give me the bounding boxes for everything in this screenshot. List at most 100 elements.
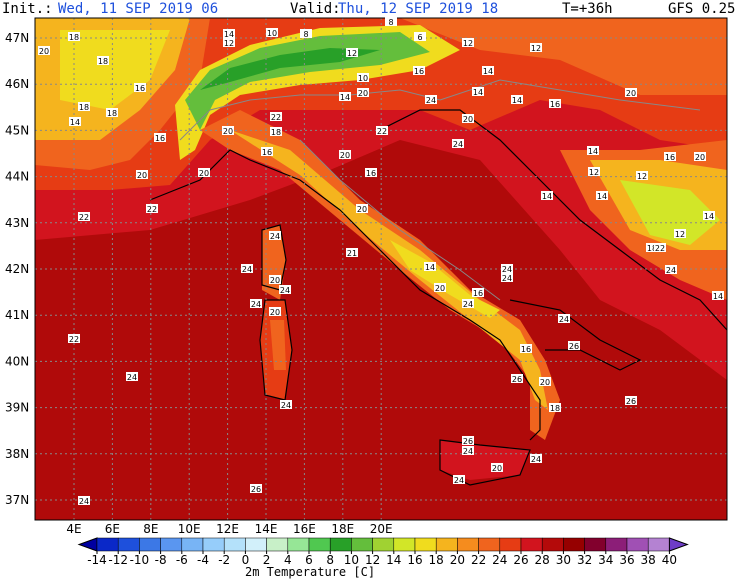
station-value: 14 <box>340 93 350 102</box>
station-box <box>625 396 637 405</box>
station-box <box>511 95 523 104</box>
lon-label: 6E <box>105 522 120 536</box>
colorbar-box <box>160 537 183 552</box>
station-box <box>636 171 648 180</box>
colorbar-tick-label: -8 <box>155 553 167 567</box>
colorbar-box <box>499 537 522 552</box>
station-value: 20 <box>540 378 550 387</box>
station-box <box>280 400 292 409</box>
colorbar-box <box>563 537 585 552</box>
station-box <box>241 264 253 273</box>
colorbar-box <box>435 537 458 552</box>
station-value: 24 <box>270 232 280 241</box>
station-box <box>558 314 570 323</box>
lon-label: 8E <box>143 522 158 536</box>
station-box <box>346 48 358 57</box>
colorbar-tick-label: 12 <box>365 553 380 567</box>
station-box <box>462 299 474 308</box>
station-box <box>462 446 474 455</box>
lon-label: 10E <box>178 522 201 536</box>
station-value: 24 <box>502 274 512 283</box>
station-value: 24 <box>453 140 463 149</box>
station-box <box>261 147 273 156</box>
station-value: 20 <box>463 115 473 124</box>
station-box <box>97 56 109 65</box>
station-box <box>462 436 474 445</box>
station-box <box>654 243 666 252</box>
station-value: 14 <box>704 212 714 221</box>
station-value: 20 <box>492 464 502 473</box>
station-value: 14 <box>512 96 522 105</box>
station-value: 24 <box>242 265 252 274</box>
station-value: 24 <box>531 455 541 464</box>
station-value: 20 <box>695 153 705 162</box>
station-value: 22 <box>271 113 281 122</box>
station-box <box>520 344 532 353</box>
station-box <box>530 43 542 52</box>
colorbar-box <box>457 537 479 552</box>
station-value: 20 <box>435 284 445 293</box>
station-box <box>269 231 281 240</box>
station-value: 14 <box>542 192 552 201</box>
station-value: 10 <box>358 74 368 83</box>
lon-label: 18E <box>331 522 354 536</box>
lon-label: 12E <box>216 522 239 536</box>
lon-label: 20E <box>370 522 393 536</box>
station-value: 16 <box>414 67 424 76</box>
station-value: 12 <box>531 44 541 53</box>
colorbar-box <box>541 537 564 552</box>
station-box <box>596 191 608 200</box>
init-label: Init.: <box>2 1 53 17</box>
station-value: 24 <box>666 266 676 275</box>
lon-label: 14E <box>255 522 278 536</box>
station-box <box>674 229 686 238</box>
station-box <box>703 211 715 220</box>
colorbar-tick-label: 36 <box>619 553 634 567</box>
station-value: 22 <box>147 205 157 214</box>
station-box <box>501 264 513 273</box>
station-value: 8 <box>388 18 393 27</box>
station-value: 16 <box>550 100 560 109</box>
colorbar-box <box>96 537 119 552</box>
borders <box>179 79 701 301</box>
colorbar-box <box>287 537 310 552</box>
station-box <box>462 38 474 47</box>
station-box <box>625 88 637 97</box>
colorbar-tick-label: -12 <box>108 553 128 567</box>
station-box <box>266 28 278 37</box>
colorbar-tick-label: 28 <box>535 553 550 567</box>
colorbar-high <box>668 537 689 552</box>
station-box <box>357 73 369 82</box>
colorbar-tick-label: 24 <box>492 553 507 567</box>
colorbar-box <box>139 537 161 552</box>
station-value: 24 <box>251 300 261 309</box>
station-value: 22 <box>79 213 89 222</box>
station-box <box>357 88 369 97</box>
station-value: 16 <box>262 148 272 157</box>
station-box <box>549 403 561 412</box>
colorbar-tick-label: 10 <box>344 553 359 567</box>
station-value: 18 <box>107 109 117 118</box>
station-labels: 1820181618141816202222222424262424242024… <box>38 17 724 506</box>
station-box <box>69 117 81 126</box>
lat-label: 40N <box>5 354 29 368</box>
station-value: 20 <box>270 276 280 285</box>
station-value: 20 <box>270 308 280 317</box>
station-value: 16 <box>135 84 145 93</box>
station-box <box>339 92 351 101</box>
colorbar-box <box>117 537 140 552</box>
station-box <box>250 484 262 493</box>
lat-label: 47N <box>5 31 29 45</box>
station-box <box>198 168 210 177</box>
station-box <box>482 66 494 75</box>
station-value: 20 <box>137 171 147 180</box>
colorbar-box <box>308 537 331 552</box>
station-value: 22 <box>655 244 665 253</box>
station-box <box>356 204 368 213</box>
station-value: 14 <box>713 292 723 301</box>
station-box <box>588 167 600 176</box>
station-value: 18 <box>271 128 281 137</box>
station-value: 6 <box>417 33 422 42</box>
colorbar-box <box>478 537 501 552</box>
